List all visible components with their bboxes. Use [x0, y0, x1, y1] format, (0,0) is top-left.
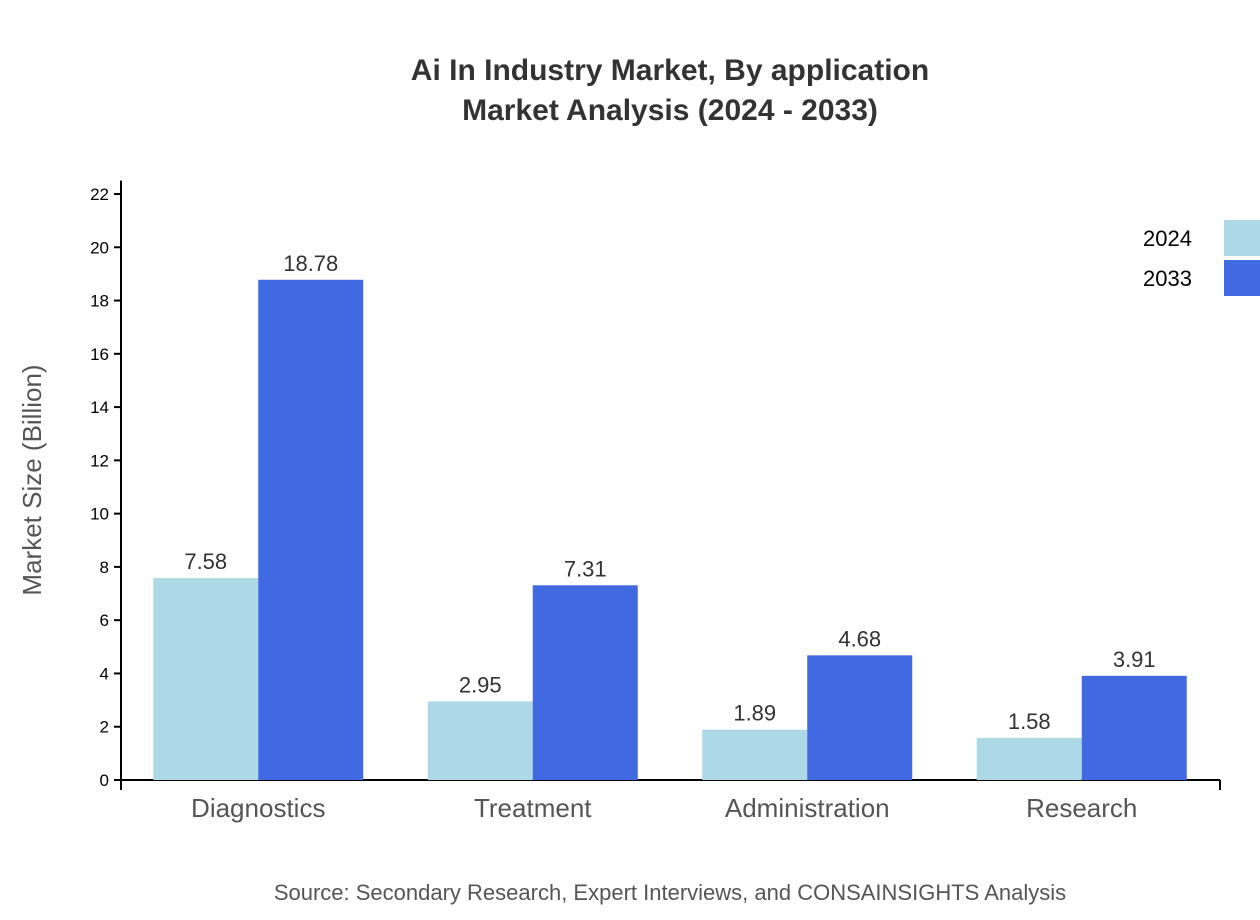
y-tick-label: 8 [100, 558, 109, 577]
x-tick-label: Diagnostics [191, 793, 325, 823]
bar-2024-administration [702, 729, 808, 780]
y-tick-label: 18 [90, 292, 109, 311]
bars: 7.58 18.78 2.95 7.31 1.89 4.68 1.58 3.91 [153, 251, 1187, 780]
bar-2033-treatment [532, 585, 638, 780]
bar-2024-research [976, 737, 1082, 780]
x-axis: Diagnostics Treatment Administration Resear… [120, 779, 1221, 823]
x-tick-label: Treatment [474, 793, 592, 823]
data-label: 1.89 [733, 701, 776, 726]
y-tick-label: 12 [90, 451, 109, 470]
y-tick-label: 16 [90, 345, 109, 364]
chart-title-line-2: Market Analysis (2024 - 2033) [462, 94, 878, 127]
y-tick-label: 14 [90, 398, 109, 417]
data-label: 7.58 [184, 549, 227, 574]
y-tick-label: 6 [100, 611, 109, 630]
legend: 2024 2033 [1143, 220, 1260, 296]
data-label: 3.91 [1113, 647, 1156, 672]
chart-title-line-1: Ai In Industry Market, By application [411, 54, 929, 87]
legend-swatch-2024 [1224, 220, 1260, 256]
bar-2033-research [1081, 675, 1187, 780]
bar-2024-treatment [427, 701, 533, 780]
y-tick-label: 4 [100, 664, 109, 683]
data-label: 7.31 [564, 556, 607, 581]
data-label: 1.58 [1008, 709, 1051, 734]
data-label: 18.78 [283, 251, 338, 276]
x-tick-label: Administration [725, 793, 890, 823]
legend-label: 2024 [1143, 226, 1192, 251]
y-tick-label: 0 [100, 771, 109, 790]
y-tick-label: 22 [90, 185, 109, 204]
legend-swatch-2033 [1224, 260, 1260, 296]
y-tick-label: 10 [90, 505, 109, 524]
data-label: 2.95 [459, 672, 502, 697]
x-tick-label: Research [1026, 793, 1137, 823]
source-note: Source: Secondary Research, Expert Inter… [274, 880, 1066, 905]
data-label: 4.68 [838, 626, 881, 651]
bar-2033-diagnostics [258, 279, 364, 780]
bar-2033-administration [807, 655, 913, 780]
y-tick-label: 2 [100, 718, 109, 737]
bar-2024-diagnostics [153, 578, 259, 780]
y-axis: 0 2 4 6 8 10 12 14 16 18 20 22 [90, 180, 122, 790]
y-tick-label: 20 [90, 238, 109, 257]
y-axis-label: Market Size (Billion) [17, 364, 47, 595]
legend-label: 2033 [1143, 266, 1192, 291]
